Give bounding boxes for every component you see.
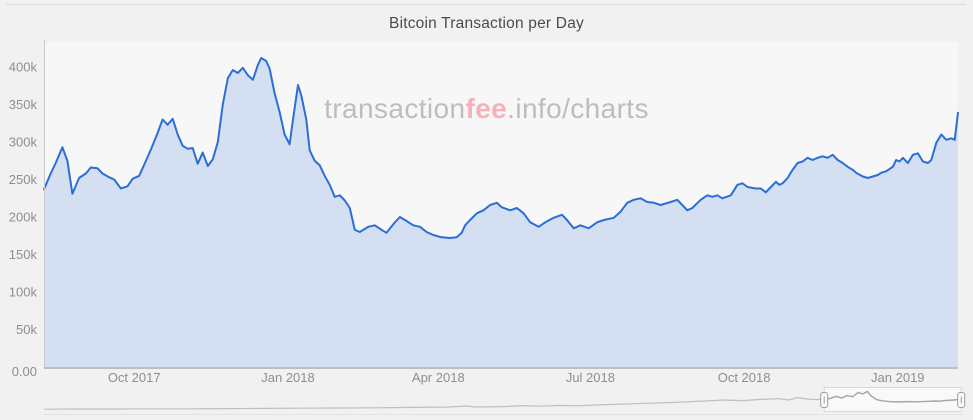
y-tick-label: 150k bbox=[9, 247, 38, 262]
x-tick-label: Oct 2018 bbox=[718, 370, 771, 385]
range-navigator[interactable] bbox=[43, 387, 966, 415]
navigator-left-handle[interactable] bbox=[820, 392, 829, 408]
y-tick-label: 200k bbox=[9, 210, 38, 225]
y-tick-label: 100k bbox=[9, 285, 38, 300]
y-tick-label: 0.00 bbox=[12, 364, 37, 379]
x-tick-label: Jan 2019 bbox=[871, 370, 925, 385]
y-tick-label: 300k bbox=[9, 135, 38, 150]
chart-title: Bitcoin Transaction per Day bbox=[389, 15, 584, 32]
y-axis-labels: 0.00 50k 100k 150k 200k 250k 300k 350k 400k bbox=[9, 60, 38, 380]
y-tick-label: 400k bbox=[9, 60, 38, 75]
top-divider bbox=[6, 4, 966, 5]
navigator-right-handle[interactable] bbox=[957, 392, 966, 408]
y-tick-label: 350k bbox=[9, 97, 38, 112]
y-tick-label: 50k bbox=[16, 322, 37, 337]
x-tick-label: Jan 2018 bbox=[261, 370, 315, 385]
y-tick-label: 250k bbox=[9, 172, 38, 187]
navigator-selection[interactable] bbox=[823, 387, 962, 412]
x-tick-label: Jul 2018 bbox=[566, 370, 615, 385]
series-line bbox=[43, 57, 959, 239]
series-area-fill bbox=[44, 58, 958, 367]
x-tick-label: Apr 2018 bbox=[412, 370, 465, 385]
x-tick-label: Oct 2017 bbox=[108, 370, 161, 385]
x-axis-labels: Oct 2017 Jan 2018 Apr 2018 Jul 2018 Oct 2018… bbox=[108, 370, 925, 385]
